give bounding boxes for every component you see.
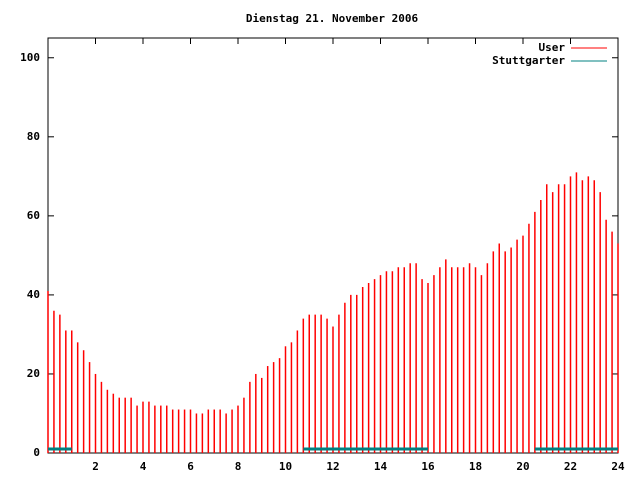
x-tick-label: 22 <box>564 460 577 473</box>
x-tick-label: 6 <box>187 460 194 473</box>
chart-title: Dienstag 21. November 2006 <box>246 12 419 25</box>
x-tick-label: 2 <box>92 460 99 473</box>
legend-label: Stuttgarter <box>492 54 565 67</box>
x-tick-label: 14 <box>374 460 388 473</box>
y-tick-label: 0 <box>33 446 40 459</box>
x-tick-label: 18 <box>469 460 482 473</box>
x-tick-label: 8 <box>235 460 242 473</box>
y-tick-label: 80 <box>27 130 40 143</box>
x-tick-label: 20 <box>516 460 529 473</box>
x-tick-label: 16 <box>421 460 435 473</box>
y-tick-label: 60 <box>27 209 40 222</box>
legend-label: User <box>539 41 566 54</box>
y-tick-label: 40 <box>27 288 40 301</box>
y-tick-label: 20 <box>27 367 40 380</box>
y-tick-label: 100 <box>20 51 40 64</box>
x-tick-label: 10 <box>279 460 292 473</box>
x-tick-label: 12 <box>326 460 339 473</box>
x-tick-label: 24 <box>611 460 625 473</box>
x-tick-label: 4 <box>140 460 147 473</box>
